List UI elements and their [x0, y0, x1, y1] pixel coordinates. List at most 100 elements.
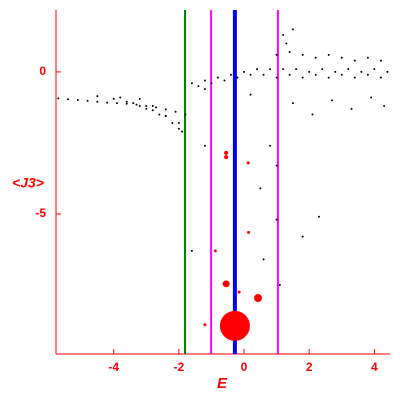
point [145, 107, 148, 110]
point [96, 100, 99, 103]
point [347, 68, 350, 71]
x-tick-label: 0 [241, 360, 248, 374]
point [203, 79, 206, 82]
x-tick-label: 2 [306, 360, 313, 374]
point [317, 215, 320, 218]
point [278, 283, 281, 286]
point [327, 53, 330, 56]
x-axis-label: E [217, 375, 228, 392]
point [236, 76, 239, 79]
point [151, 109, 154, 112]
point [259, 187, 262, 190]
point [184, 113, 187, 116]
point [366, 73, 369, 76]
point [288, 51, 291, 54]
point [151, 105, 154, 108]
point [216, 76, 219, 79]
point [262, 73, 265, 76]
point [275, 53, 278, 56]
point [321, 68, 324, 71]
point [301, 53, 304, 56]
point [203, 323, 207, 327]
point [115, 102, 118, 105]
point [106, 101, 109, 104]
point [224, 150, 229, 155]
point [275, 164, 278, 167]
point [386, 70, 389, 73]
point [222, 280, 230, 288]
point [340, 73, 343, 76]
point [229, 73, 232, 76]
point [379, 76, 382, 79]
point [330, 99, 333, 102]
point [119, 96, 122, 99]
point [383, 105, 386, 108]
point [285, 42, 288, 45]
point [174, 110, 177, 113]
point [249, 73, 252, 76]
point [190, 249, 193, 252]
point [237, 290, 241, 294]
point [350, 107, 353, 110]
point [138, 105, 141, 108]
point [288, 73, 291, 76]
point [67, 98, 70, 101]
point [247, 230, 251, 234]
point [269, 68, 272, 71]
point [164, 114, 167, 117]
point [246, 161, 250, 165]
point [291, 102, 294, 105]
y-axis-label: <J3> [12, 175, 44, 191]
point [210, 82, 213, 85]
point [314, 73, 317, 76]
point [275, 218, 278, 221]
point [177, 127, 180, 130]
point [145, 105, 148, 108]
point [340, 56, 343, 59]
point [223, 79, 226, 82]
point [171, 122, 174, 125]
point [177, 122, 180, 125]
point [334, 70, 337, 73]
point [262, 258, 265, 261]
point [86, 99, 89, 102]
point [190, 82, 193, 85]
x-tick-label: -4 [108, 360, 119, 374]
point [76, 99, 79, 102]
x-tick-label: -2 [174, 360, 185, 374]
point [125, 100, 128, 103]
point [155, 106, 158, 109]
point [132, 102, 135, 105]
point [197, 85, 200, 88]
point [314, 56, 317, 59]
point [181, 130, 184, 133]
point [269, 144, 272, 147]
point [327, 76, 330, 79]
y-tick-label: -5 [35, 206, 46, 220]
point [243, 70, 246, 73]
y-tick-label: 0 [39, 64, 46, 78]
point [275, 76, 278, 79]
point [311, 113, 314, 116]
point [301, 76, 304, 79]
point [353, 59, 356, 62]
point [301, 235, 304, 238]
point [203, 87, 206, 90]
point [57, 97, 60, 100]
point [370, 96, 373, 99]
point [282, 68, 285, 71]
point [295, 68, 298, 71]
point [353, 76, 356, 79]
point [360, 70, 363, 73]
x-tick-label: 4 [371, 360, 378, 374]
point [254, 294, 263, 303]
point [249, 93, 252, 96]
point [158, 113, 161, 116]
point [125, 102, 128, 105]
point [203, 144, 206, 147]
point [308, 70, 311, 73]
point [256, 68, 259, 71]
point [366, 56, 369, 59]
point [138, 97, 141, 100]
